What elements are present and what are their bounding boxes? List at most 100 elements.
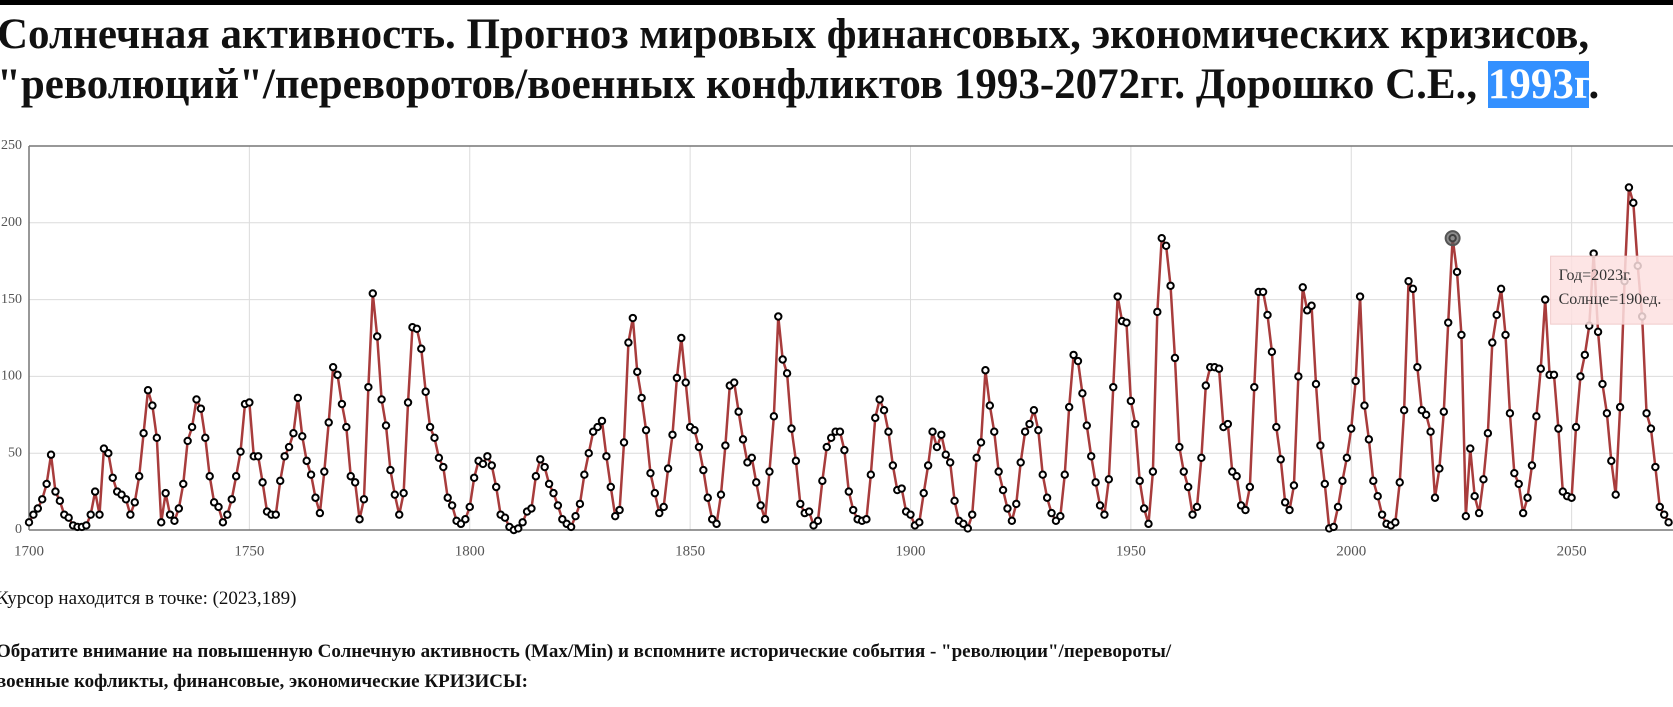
- point: [1060, 470, 1069, 479]
- point: [730, 378, 739, 387]
- point: [602, 452, 611, 461]
- point: [1104, 475, 1114, 484]
- x-tick-label: 2050: [1557, 543, 1587, 559]
- point: [1289, 481, 1299, 490]
- point: [447, 501, 457, 510]
- point: [919, 488, 928, 498]
- x-tick-label: 2000: [1336, 543, 1366, 559]
- point: [1157, 233, 1166, 243]
- point: [1483, 429, 1493, 438]
- point: [1034, 425, 1043, 435]
- point: [1095, 501, 1105, 510]
- point: [1029, 405, 1039, 415]
- point: [1016, 458, 1025, 467]
- point: [915, 518, 924, 527]
- point: [593, 422, 602, 432]
- point: [584, 449, 593, 458]
- point: [677, 333, 686, 343]
- point: [1179, 467, 1188, 476]
- point: [1510, 468, 1519, 478]
- point: [659, 502, 668, 512]
- point: [1404, 276, 1413, 286]
- point: [1549, 370, 1559, 380]
- point: [165, 510, 175, 519]
- point: [82, 521, 91, 530]
- point: [205, 472, 214, 481]
- x-tick-label: 1700: [14, 543, 44, 559]
- point: [306, 470, 316, 479]
- point: [1245, 482, 1255, 492]
- point: [1338, 476, 1347, 486]
- x-tick-label: 1950: [1116, 543, 1146, 559]
- point: [1347, 424, 1356, 433]
- point: [963, 524, 972, 533]
- point: [293, 393, 303, 403]
- point: [46, 450, 56, 459]
- point: [641, 425, 651, 435]
- point: [500, 513, 510, 522]
- point: [487, 461, 496, 470]
- point: [1329, 522, 1338, 532]
- point: [527, 504, 536, 513]
- point: [1580, 350, 1590, 360]
- point: [835, 427, 845, 436]
- point: [236, 447, 245, 456]
- point: [280, 452, 289, 461]
- point: [813, 516, 823, 525]
- point: [1444, 318, 1453, 327]
- point: [879, 405, 889, 415]
- point: [55, 496, 65, 506]
- point: [1109, 382, 1118, 392]
- point: [1391, 518, 1400, 527]
- point: [1276, 455, 1285, 464]
- point: [1399, 405, 1409, 415]
- point: [928, 427, 937, 436]
- point: [1333, 502, 1343, 512]
- point: [90, 487, 100, 496]
- point: [694, 442, 704, 452]
- point: [412, 324, 422, 333]
- point: [174, 504, 184, 513]
- point: [1161, 241, 1171, 251]
- point: [1170, 353, 1180, 363]
- point: [968, 510, 977, 519]
- point: [637, 393, 646, 403]
- point: [1624, 183, 1634, 192]
- point: [840, 445, 849, 455]
- point: [1615, 402, 1625, 412]
- point: [333, 370, 342, 380]
- point: [1183, 482, 1193, 492]
- point: [571, 511, 580, 521]
- point: [33, 504, 43, 513]
- point: [1571, 422, 1581, 432]
- point: [64, 513, 73, 522]
- point: [923, 461, 933, 470]
- y-tick-label: 50: [8, 445, 22, 460]
- point: [161, 488, 170, 498]
- point: [553, 501, 563, 510]
- tooltip-text: Год=2023г.: [1559, 267, 1632, 284]
- series-line: [27, 186, 1670, 532]
- point: [289, 429, 298, 438]
- point: [1567, 493, 1576, 502]
- point: [395, 510, 404, 519]
- point: [990, 427, 999, 436]
- point: [650, 488, 660, 498]
- point: [324, 418, 333, 427]
- point: [121, 495, 131, 504]
- point: [1461, 511, 1471, 521]
- point: [619, 438, 629, 447]
- point: [1602, 409, 1612, 418]
- point: [862, 515, 871, 524]
- point: [976, 438, 986, 447]
- note: военные кофликты, финансовые, экономичес…: [0, 671, 528, 692]
- point: [258, 478, 267, 487]
- point: [1144, 519, 1153, 529]
- point: [403, 398, 413, 407]
- point: [425, 422, 435, 432]
- point: [143, 386, 153, 395]
- x-tick-label: 1750: [234, 543, 264, 559]
- point: [130, 498, 139, 507]
